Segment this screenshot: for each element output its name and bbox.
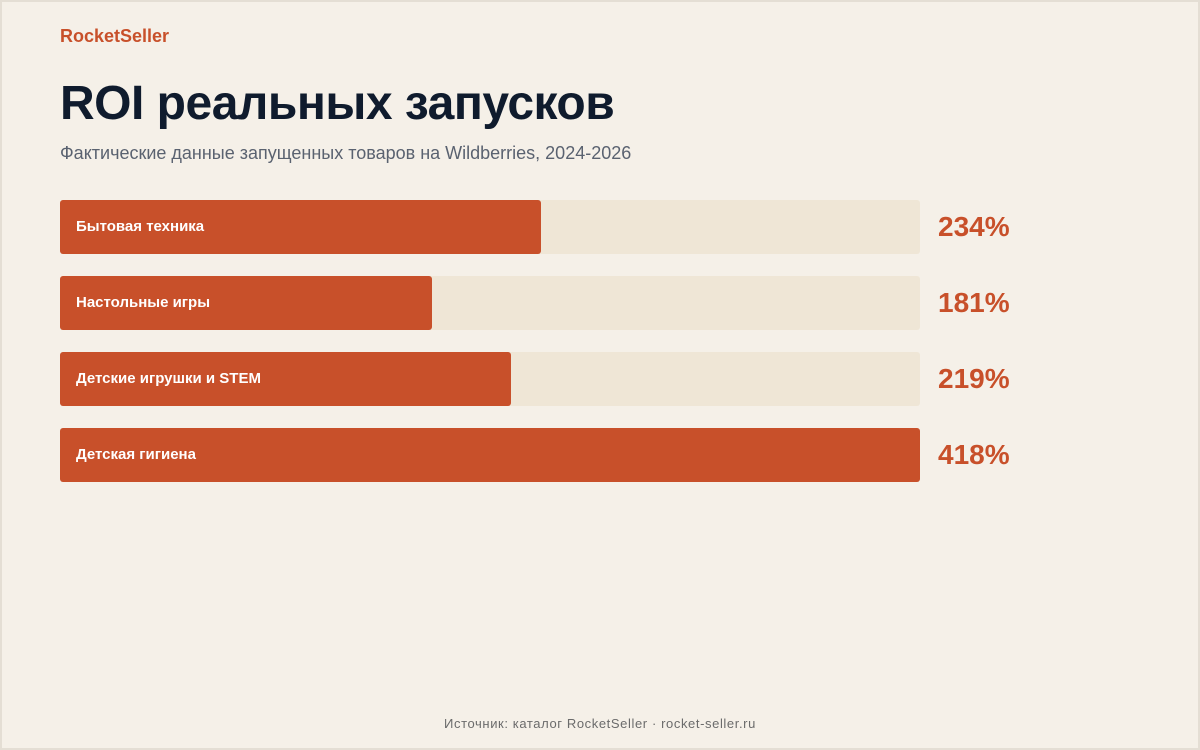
bar-value-label: 418% — [938, 439, 1010, 470]
chart-subtitle: Фактические данные запущенных товаров на… — [60, 143, 632, 163]
bar-category-label: Настольные игры — [76, 294, 211, 311]
bar — [60, 428, 920, 482]
chart-title: ROI реальных запусков — [60, 77, 615, 130]
bar-chart: Бытовая техника 234% Настольные игры 181… — [60, 200, 1060, 504]
bar-row: Детская гигиена 418% — [60, 428, 1060, 482]
bar-row: Бытовая техника 234% — [60, 200, 1060, 254]
bar — [60, 352, 511, 406]
brand-logo: RocketSeller — [60, 26, 170, 46]
bar-value-label: 181% — [938, 287, 1010, 318]
bar-value-label: 234% — [938, 211, 1010, 242]
source-footer: Источник: каталог RocketSeller · rocket-… — [444, 716, 756, 731]
bar-value-label: 219% — [938, 363, 1010, 394]
bar — [60, 200, 541, 254]
bar — [60, 276, 432, 330]
bar-category-label: Детские игрушки и STEM — [76, 370, 261, 387]
bar-row: Настольные игры 181% — [60, 276, 1060, 330]
bar-category-label: Детская гигиена — [76, 446, 196, 463]
bar-category-label: Бытовая техника — [76, 218, 205, 235]
bar-row: Детские игрушки и STEM 219% — [60, 352, 1060, 406]
